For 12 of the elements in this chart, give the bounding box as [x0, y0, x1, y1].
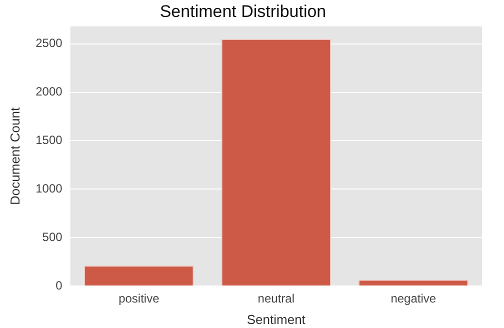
y-tick-label: 0 — [56, 278, 63, 292]
x-tick-label: negative — [390, 292, 436, 306]
x-tick-label: neutral — [258, 292, 294, 306]
x-tick-label: positive — [118, 292, 160, 306]
y-tick-label: 500 — [42, 230, 63, 244]
x-axis-title: Sentiment — [246, 312, 306, 327]
y-tick-label: 2000 — [36, 84, 63, 99]
y-tick-label: 1000 — [36, 181, 63, 196]
y-tick-label: 2500 — [36, 36, 63, 50]
chart-title: Sentiment Distribution — [160, 2, 326, 21]
y-tick-label: 1500 — [36, 133, 63, 148]
y-axis-title: Document Count — [7, 107, 22, 205]
